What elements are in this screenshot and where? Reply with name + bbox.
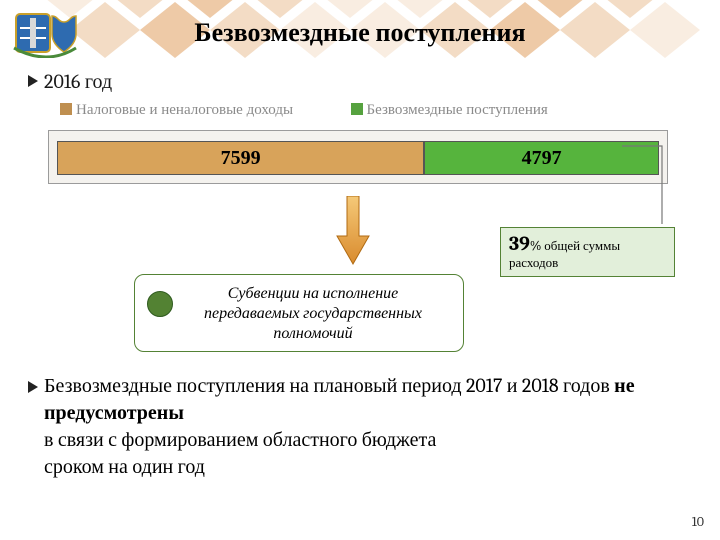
bullet-arrow-icon	[28, 381, 38, 393]
green-dot-icon	[147, 291, 173, 317]
legend-swatch-2	[351, 103, 363, 115]
legend-swatch-1	[60, 103, 72, 115]
page-number: 10	[692, 513, 704, 530]
page-title: Безвозмездные поступления	[0, 18, 720, 48]
legend-label-2: Безвозмездные поступления	[367, 102, 548, 118]
bar-segment-tax: 7599	[57, 141, 424, 175]
down-arrow-icon	[336, 196, 370, 266]
footnote-pre: Безвозмездные поступления на плановый пе…	[44, 374, 614, 397]
footnote-post1: в связи с формированием областного бюдже…	[44, 428, 436, 451]
year-text: 2016 год	[44, 70, 112, 93]
bullet-arrow-icon	[28, 75, 38, 87]
pct-value: 39	[509, 232, 530, 255]
subvention-note: Субвенции на исполнение передаваемых гос…	[134, 274, 464, 352]
bar-row: 7599 4797	[57, 141, 659, 175]
stacked-bar-chart: 7599 4797	[48, 130, 668, 184]
footnote-post2: сроком на один год	[44, 455, 205, 478]
percentage-callout: 39% общей суммы расходов	[500, 227, 675, 277]
legend-label-1: Налоговые и неналоговые доходы	[76, 102, 293, 118]
footnote-paragraph: Безвозмездные поступления на плановый пе…	[28, 372, 688, 480]
footnote-text: Безвозмездные поступления на плановый пе…	[44, 372, 688, 480]
chart-legend: Налоговые и неналоговые доходы Безвозмез…	[60, 102, 548, 119]
subvention-text: Субвенции на исполнение передаваемых гос…	[204, 284, 422, 342]
year-heading: 2016 год	[28, 70, 112, 94]
